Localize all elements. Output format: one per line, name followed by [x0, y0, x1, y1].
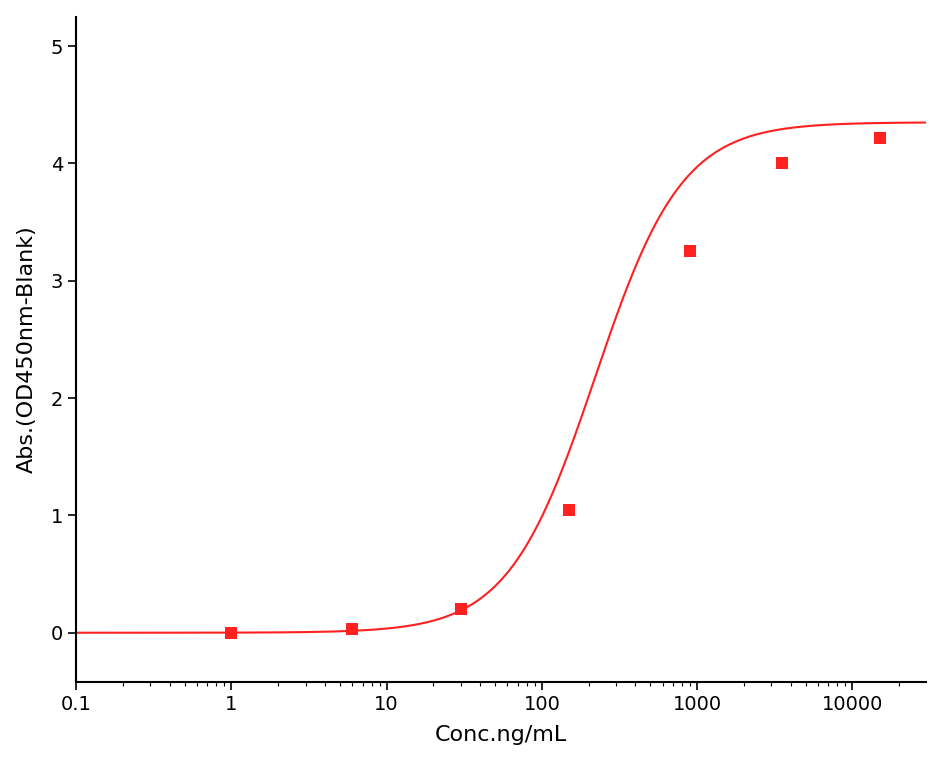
- Point: [872, 131, 887, 143]
- Point: [345, 623, 360, 636]
- Point: [454, 604, 469, 616]
- X-axis label: Conc.ng/mL: Conc.ng/mL: [435, 725, 568, 745]
- Point: [223, 626, 239, 639]
- Y-axis label: Abs.(OD450nm-Blank): Abs.(OD450nm-Blank): [17, 226, 37, 473]
- Point: [562, 504, 577, 516]
- Point: [774, 157, 789, 169]
- Point: [683, 245, 698, 258]
